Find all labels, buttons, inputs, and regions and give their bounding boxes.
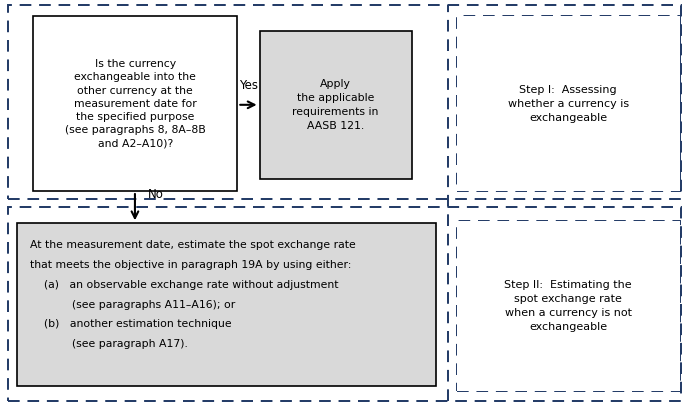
Text: (see paragraph A17).: (see paragraph A17).: [44, 339, 188, 349]
Text: (see paragraphs A11–A16); or: (see paragraphs A11–A16); or: [44, 300, 235, 309]
Text: that meets the objective in paragraph 19A by using either:: that meets the objective in paragraph 19…: [30, 260, 351, 270]
Bar: [457, 16, 680, 191]
Bar: [260, 31, 412, 179]
Bar: [17, 223, 436, 386]
Text: No: No: [147, 188, 163, 201]
Bar: [457, 16, 680, 191]
Bar: [33, 16, 237, 191]
Text: Yes: Yes: [239, 79, 258, 92]
Bar: [8, 207, 681, 401]
Bar: [457, 221, 680, 391]
Bar: [8, 5, 681, 199]
Text: (b)   another estimation technique: (b) another estimation technique: [44, 319, 231, 329]
Bar: [457, 221, 680, 391]
Text: Step II:  Estimating the
spot exchange rate
when a currency is not
exchangeable: Step II: Estimating the spot exchange ra…: [504, 280, 632, 332]
Text: (a)   an observable exchange rate without adjustment: (a) an observable exchange rate without …: [44, 280, 338, 290]
Text: Is the currency
exchangeable into the
other currency at the
measurement date for: Is the currency exchangeable into the ot…: [65, 59, 206, 148]
Text: At the measurement date, estimate the spot exchange rate: At the measurement date, estimate the sp…: [30, 240, 356, 250]
Text: Apply
the applicable
requirements in
AASB 121.: Apply the applicable requirements in AAS…: [293, 79, 379, 131]
Text: Step I:  Assessing
whether a currency is
exchangeable: Step I: Assessing whether a currency is …: [507, 85, 629, 123]
